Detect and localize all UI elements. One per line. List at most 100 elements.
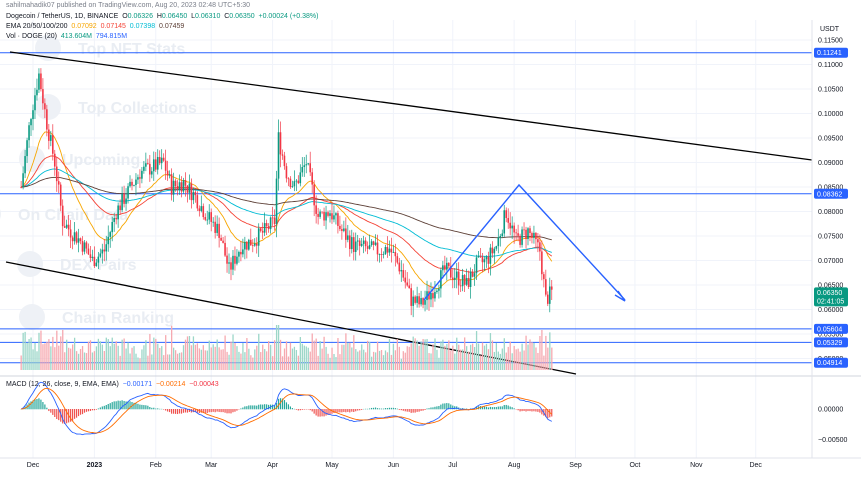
volume-bar — [137, 357, 138, 370]
macd-histogram-bar — [298, 409, 299, 410]
volume-bar — [409, 347, 410, 370]
candle-body — [46, 109, 48, 129]
price-tick-label: 0.06000 — [818, 307, 843, 314]
symbol-legend[interactable]: Dogecoin / TetherUS, 1D, BINANCE O0.0632… — [6, 12, 318, 21]
volume-bar — [502, 349, 503, 370]
candle-body — [100, 253, 102, 256]
candle — [86, 241, 88, 254]
candle-body — [517, 233, 519, 236]
volume-legend[interactable]: Vol · DOGE (20) 413.604M 794.815M — [6, 32, 127, 41]
candle-body — [34, 95, 36, 110]
candle — [492, 241, 494, 258]
candle-body — [185, 180, 187, 186]
candle-body — [169, 174, 171, 175]
candle — [369, 235, 371, 250]
macd-histogram-bar — [371, 408, 372, 409]
candle-body — [424, 300, 426, 305]
volume-bar — [446, 344, 447, 370]
macd-value: −0.00171 — [123, 381, 152, 388]
symbol-title: Dogecoin / TetherUS, 1D, BINANCE — [6, 13, 118, 20]
candle — [84, 240, 86, 254]
macd-histogram-bar — [537, 409, 538, 412]
volume-bar — [478, 344, 479, 370]
macd-legend[interactable]: MACD (12, 26, close, 9, EMA, EMA) −0.001… — [6, 380, 219, 389]
candle — [74, 222, 76, 245]
macd-histogram-bar — [438, 406, 439, 409]
volume-bar — [123, 338, 124, 370]
macd-histogram-bar — [46, 408, 47, 410]
candle-body — [470, 272, 472, 287]
candle-body — [78, 238, 80, 242]
macd-histogram-bar — [486, 407, 487, 410]
candle-body — [248, 240, 250, 250]
candle — [424, 291, 426, 312]
volume-bar — [329, 358, 330, 370]
macd-histogram-bar — [357, 409, 358, 411]
volume-bar — [92, 352, 93, 370]
macd-histogram-bar — [527, 409, 528, 411]
candle-body — [201, 206, 203, 211]
macd-histogram-bar — [506, 405, 507, 409]
candle — [505, 207, 507, 222]
candle-body — [102, 250, 104, 254]
volume-bar — [205, 350, 206, 370]
candle — [357, 235, 359, 250]
ema200-value: 0.07459 — [159, 23, 184, 30]
volume-bar — [268, 341, 269, 370]
candle — [129, 175, 131, 187]
volume-bar — [312, 333, 313, 370]
volume-bar — [179, 353, 180, 370]
volume-bar — [145, 340, 146, 370]
macd-histogram-bar — [48, 409, 49, 411]
candle-body — [96, 263, 98, 267]
volume-bar — [133, 346, 134, 370]
macd-histogram-bar — [320, 409, 321, 417]
price-tick-label: 0.07500 — [818, 234, 843, 241]
candle-body — [52, 135, 54, 154]
candle — [34, 88, 36, 119]
price-tick-label: 0.10000 — [818, 111, 843, 118]
candle — [300, 164, 302, 186]
candle-body — [252, 245, 254, 246]
candle — [250, 229, 252, 246]
candle-body — [86, 242, 88, 248]
volume-bar — [30, 337, 31, 370]
macd-histogram-bar — [230, 409, 231, 413]
macd-histogram-bar — [147, 406, 148, 410]
volume-bar — [486, 344, 487, 370]
volume-value: 413.604M — [61, 33, 92, 40]
candle — [412, 290, 414, 317]
macd-histogram-bar — [183, 409, 184, 413]
candle-body — [143, 167, 145, 171]
candle — [480, 248, 482, 258]
time-tick-label: May — [325, 462, 339, 469]
volume-bar — [300, 337, 301, 370]
candle-body — [543, 274, 545, 279]
pattern-drawing[interactable] — [424, 185, 625, 300]
candle — [448, 262, 450, 267]
candle — [515, 229, 517, 241]
ema-legend[interactable]: EMA 20/50/100/200 0.07092 0.07145 0.0739… — [6, 22, 184, 31]
candle-body — [490, 248, 492, 264]
candle — [232, 250, 234, 275]
candle — [549, 278, 551, 313]
volume-bar — [118, 346, 119, 370]
macd-histogram-bar — [373, 408, 374, 409]
candle — [321, 212, 323, 215]
candle — [335, 212, 337, 224]
candle-body — [373, 241, 375, 245]
volume-bar — [318, 356, 319, 370]
candle-body — [337, 213, 339, 226]
candle — [228, 254, 230, 274]
volume-bar — [88, 342, 89, 370]
candle — [82, 236, 84, 255]
macd-histogram-bar — [84, 409, 85, 413]
macd-tick-label: −0.00500 — [818, 437, 847, 444]
candle-body — [189, 183, 191, 192]
watermark-text: Upcoming — [62, 152, 140, 169]
volume-bar — [36, 351, 37, 370]
